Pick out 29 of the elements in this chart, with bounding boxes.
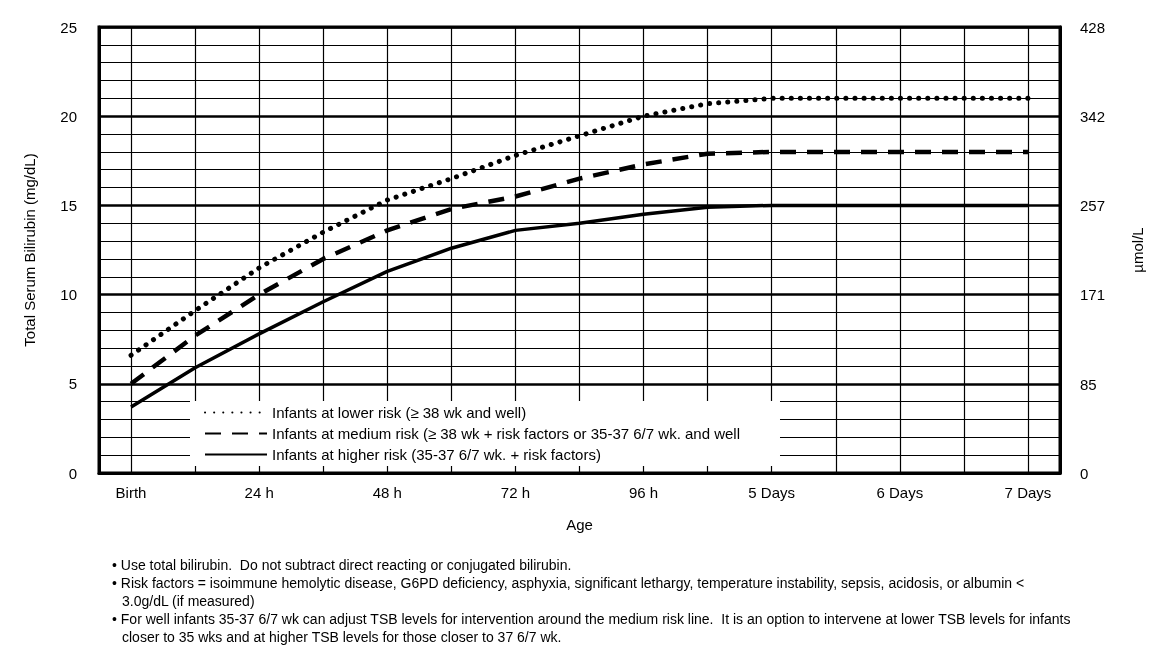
y2-tick-label: 171 — [1080, 286, 1106, 304]
x-tick-label: 6 Days — [876, 484, 924, 501]
legend-label: Infants at lower risk (≥ 38 wk and well) — [272, 404, 527, 421]
text: • Use total bilirubin. Do not subtract direct reacting or conjugated bilirubin. — [112, 556, 573, 574]
y-tick-label: 10 — [60, 286, 77, 304]
y2-tick-label: 85 — [1080, 375, 1097, 393]
x-tick-label: 7 Days — [1004, 484, 1052, 501]
x-tick-label: 5 Days — [748, 484, 796, 501]
x-tick-label: Birth — [115, 484, 147, 501]
legend-label: Infants at higher risk (35-37 6/7 wk. + risk factors) — [272, 446, 601, 463]
y2-tick-label: 257 — [1080, 196, 1106, 214]
text: • Risk factors = isoimmune hemolytic disease, G6PD deficiency, asphyxia, significant lethargy, temperature instability, sepsis, acidosis, or albumin < 3.0g/dL (if measured) — [112, 574, 1026, 610]
y-tick-label: 20 — [60, 107, 77, 125]
legend-label: Infants at medium risk (≥ 38 wk + risk factors or 35-37 6/7 wk. and well — [272, 425, 740, 442]
y2-tick-label: 428 — [1080, 18, 1106, 36]
y2-tick-label: 0 — [1080, 464, 1089, 482]
x-tick-label: 72 h — [500, 484, 531, 501]
x-axis-title: Age — [566, 516, 593, 533]
y-tick-label: 0 — [68, 464, 77, 482]
y2-axis-title: µmol/L — [1129, 227, 1146, 273]
x-tick-label: 24 h — [244, 484, 274, 501]
y-tick-label: 25 — [60, 18, 77, 36]
y-tick-label: 5 — [68, 375, 77, 393]
x-tick-label: 48 h — [372, 484, 402, 501]
x-tick-label: 96 h — [628, 484, 659, 501]
y-tick-label: 15 — [60, 196, 77, 214]
text: • For well infants 35-37 6/7 wk can adjust TSB levels for intervention around the medium risk line. It is an option to intervene at lower TSB levels for infants closer to 35 wks and at higher TSB levels for those closer to 37 6/7 wk. — [112, 610, 1072, 646]
y-axis-title: Total Serum Bilirubin (mg/dL) — [21, 153, 38, 347]
y2-tick-label: 342 — [1080, 108, 1106, 126]
